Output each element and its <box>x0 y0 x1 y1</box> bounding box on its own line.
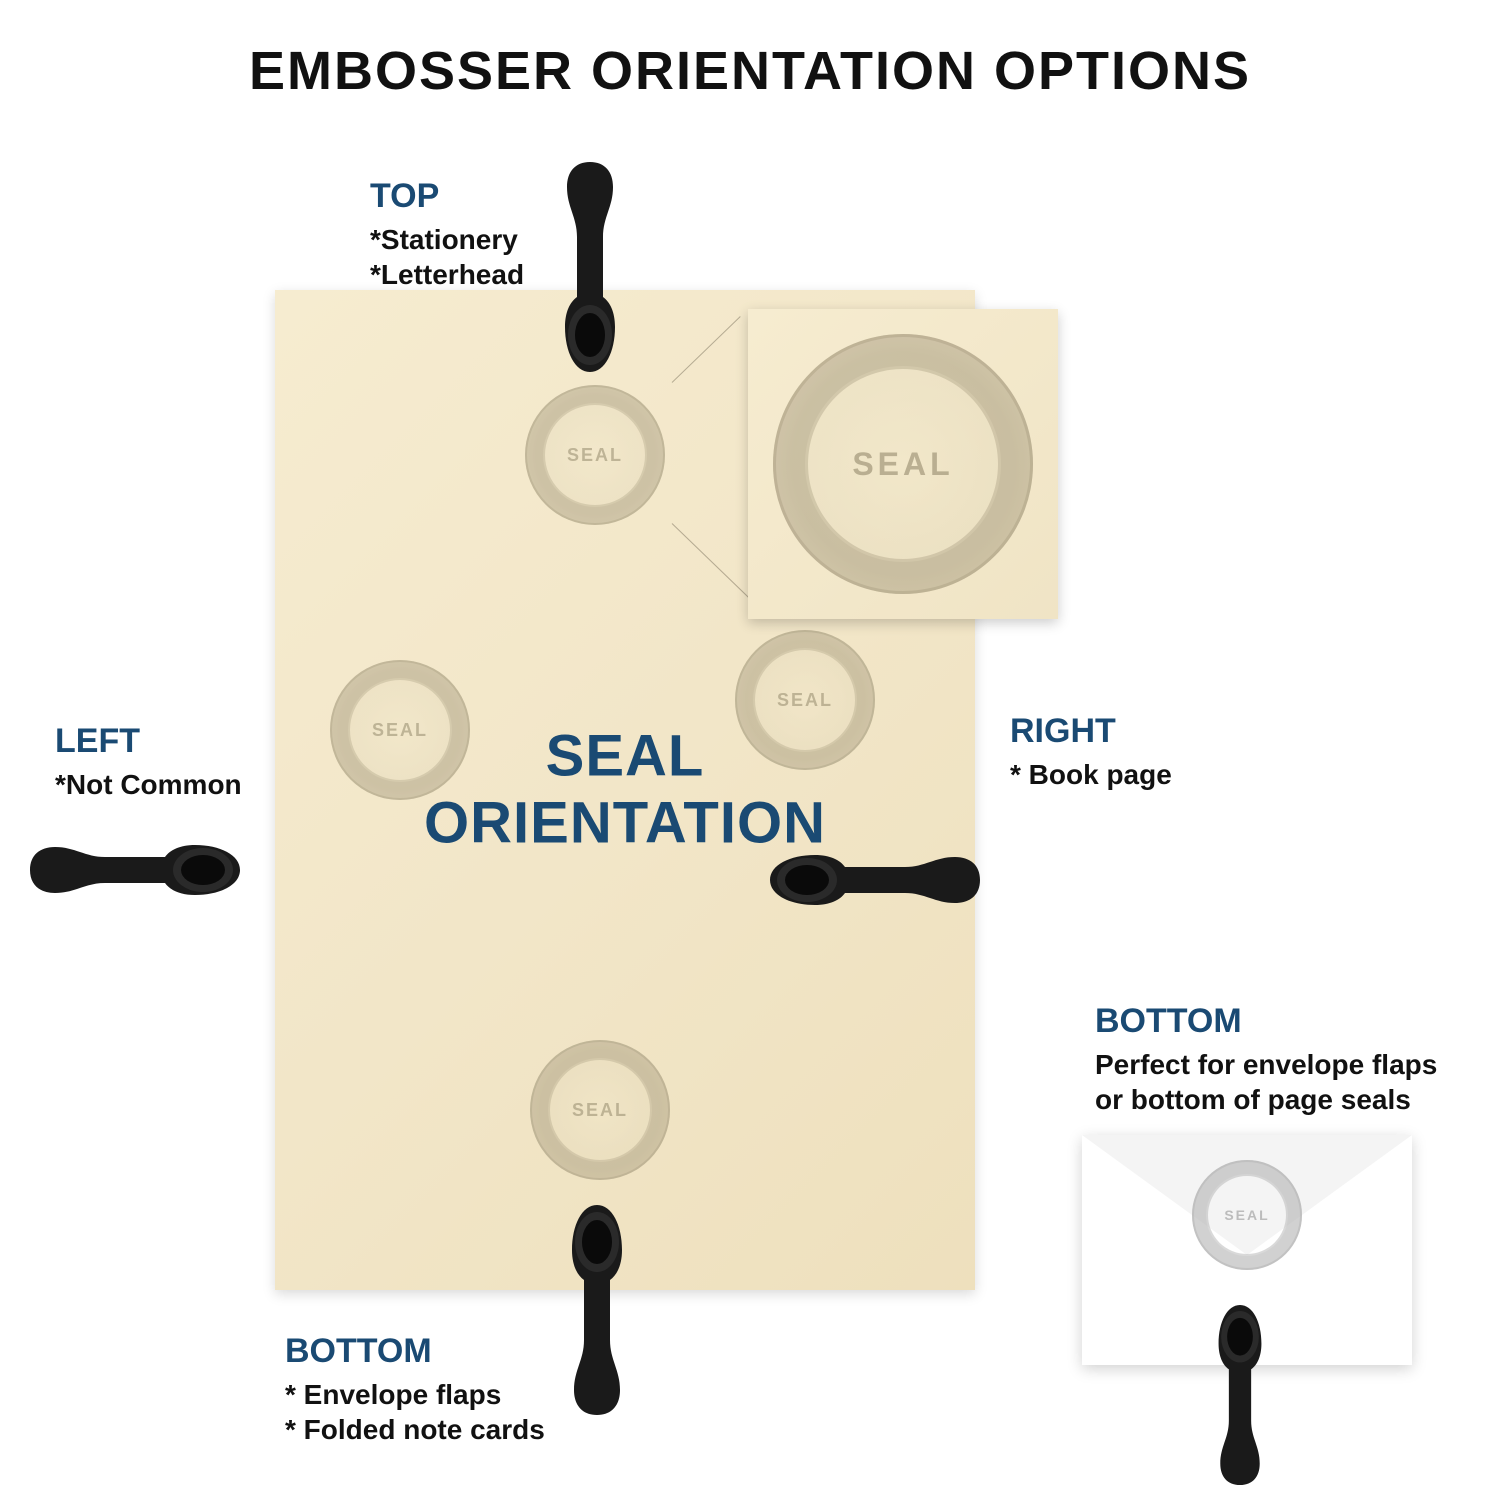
label-bottom-line2: * Folded note cards <box>285 1412 545 1447</box>
label-bottom: BOTTOM * Envelope flaps * Folded note ca… <box>285 1330 545 1447</box>
label-right: RIGHT * Book page <box>1010 710 1172 792</box>
label-top-line2: *Letterhead <box>370 257 524 292</box>
seal-impression-top <box>525 385 665 525</box>
seal-impression-bottom <box>530 1040 670 1180</box>
label-top-line1: *Stationery <box>370 222 524 257</box>
embosser-icon-bottom <box>562 1200 632 1420</box>
seal-impression-zoom <box>773 334 1033 594</box>
label-bottom-heading: BOTTOM <box>285 1330 545 1373</box>
label-left: LEFT *Not Common <box>55 720 242 802</box>
embosser-icon-left <box>25 835 245 905</box>
label-bottom2-line1: Perfect for envelope flaps <box>1095 1047 1437 1082</box>
zoom-detail-panel <box>748 309 1058 619</box>
label-bottom2-line2: or bottom of page seals <box>1095 1082 1437 1117</box>
label-bottom-line1: * Envelope flaps <box>285 1377 545 1412</box>
page-title: EMBOSSER ORIENTATION OPTIONS <box>0 40 1500 102</box>
label-right-heading: RIGHT <box>1010 710 1172 753</box>
label-bottom2-heading: BOTTOM <box>1095 1000 1437 1043</box>
embosser-icon-top <box>555 157 625 377</box>
label-left-heading: LEFT <box>55 720 242 763</box>
label-top: TOP *Stationery *Letterhead <box>370 175 524 292</box>
label-left-line1: *Not Common <box>55 767 242 802</box>
center-line-1: SEAL <box>424 723 826 790</box>
paper-center-text: SEAL ORIENTATION <box>424 723 826 856</box>
seal-impression-envelope <box>1192 1160 1302 1270</box>
embosser-icon-right <box>765 845 985 915</box>
label-top-heading: TOP <box>370 175 524 218</box>
embosser-icon-envelope <box>1210 1295 1270 1495</box>
label-bottom-envelope: BOTTOM Perfect for envelope flaps or bot… <box>1095 1000 1437 1117</box>
label-right-line1: * Book page <box>1010 757 1172 792</box>
